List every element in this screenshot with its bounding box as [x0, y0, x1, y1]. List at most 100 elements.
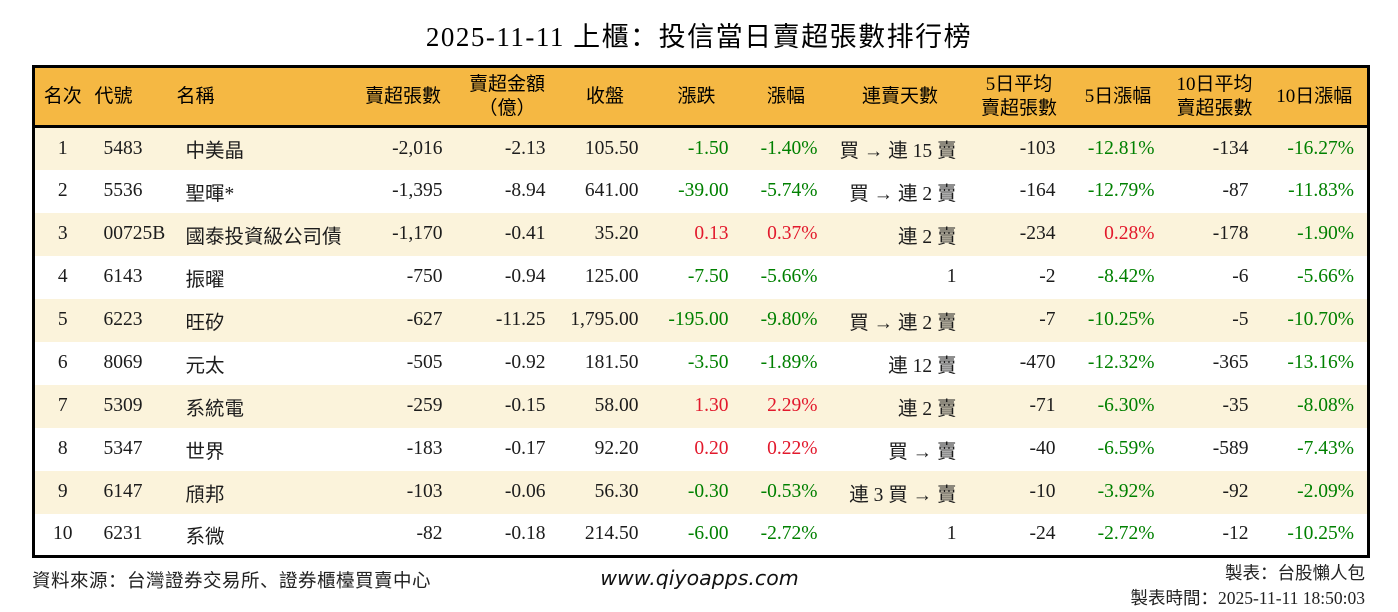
- cell-avg10_net_sell: -589: [1167, 427, 1262, 471]
- cell-net_sell_amount_100m: -2.13: [455, 126, 559, 170]
- table-row: 8 5347 世界 -183 -0.17 92.20 0.20 0.22% 買 → 賣 -40 -6…: [33, 427, 1369, 471]
- cell-change_pct: -1.40%: [741, 126, 831, 170]
- table-row: 10 6231 系微 -82 -0.18 214.50 -6.00 -2.72% 1 -24 -2.…: [33, 513, 1369, 557]
- cell-change_pct: -0.53%: [741, 470, 831, 514]
- cell-net_sell_volume: -505: [350, 341, 456, 385]
- cell-net_sell_amount_100m: -0.15: [455, 384, 559, 428]
- cell-rank: 10: [33, 513, 91, 557]
- credit-maker: 製表：台股懶人包: [1225, 563, 1365, 583]
- cell-avg10_net_sell: -35: [1167, 384, 1262, 428]
- cell-avg10_net_sell: -178: [1167, 212, 1262, 256]
- cell-net_sell_amount_100m: -0.06: [455, 470, 559, 514]
- cell-change: -7.50: [651, 255, 742, 299]
- cell-avg10_net_sell: -12: [1167, 513, 1262, 557]
- col-header-net_sell_volume: 賣超張數: [350, 66, 456, 128]
- credit-time: 製表時間：2025-11-11 18:50:03: [1130, 588, 1365, 608]
- table-header: 名次 代號 名稱 賣超張數 賣超金額 （億） 收盤 漲跌 漲幅 連賣天數 5日平均 賣超張數 5日漲…: [33, 66, 1369, 128]
- footer: 資料來源：台灣證券交易所、證券櫃檯買賣中心 www.qiyoapps.com 製…: [32, 561, 1367, 611]
- cell-net_sell_volume: -750: [350, 255, 456, 299]
- ranking-table: 名次 代號 名稱 賣超張數 賣超金額 （億） 收盤 漲跌 漲幅 連賣天數 5日平均 賣超張數 5日漲…: [32, 65, 1370, 558]
- cell-code: 5536: [90, 169, 173, 213]
- col-header-close: 收盤: [558, 66, 652, 128]
- cell-name: 系統電: [172, 384, 351, 428]
- cell-net_sell_amount_100m: -0.41: [455, 212, 559, 256]
- cell-change_pct: -1.89%: [741, 341, 831, 385]
- cell-rank: 2: [33, 169, 91, 213]
- cell-pct10: -10.25%: [1261, 513, 1369, 557]
- cell-close: 125.00: [558, 255, 652, 299]
- cell-rank: 6: [33, 341, 91, 385]
- cell-change_pct: -5.66%: [741, 255, 831, 299]
- cell-pct10: -5.66%: [1261, 255, 1369, 299]
- cell-close: 92.20: [558, 427, 652, 471]
- cell-pct5: -12.32%: [1068, 341, 1168, 385]
- cell-change: -3.50: [651, 341, 742, 385]
- cell-avg5_net_sell: -470: [969, 341, 1069, 385]
- cell-change_pct: -9.80%: [741, 298, 831, 342]
- cell-change: 0.20: [651, 427, 742, 471]
- cell-pct5: 0.28%: [1068, 212, 1168, 256]
- cell-net_sell_amount_100m: -0.92: [455, 341, 559, 385]
- table-row: 7 5309 系統電 -259 -0.15 58.00 1.30 2.29% 連 2 賣 -71-…: [33, 384, 1369, 428]
- cell-avg5_net_sell: -24: [969, 513, 1069, 557]
- col-header-change_pct: 漲幅: [741, 66, 831, 128]
- cell-pct5: -12.81%: [1068, 126, 1168, 170]
- credit-block: 製表：台股懶人包 製表時間：2025-11-11 18:50:03: [1131, 561, 1365, 611]
- cell-name: 旺矽: [172, 298, 351, 342]
- cell-rank: 5: [33, 298, 91, 342]
- cell-close: 181.50: [558, 341, 652, 385]
- cell-avg10_net_sell: -6: [1167, 255, 1262, 299]
- cell-name: 頎邦: [172, 470, 351, 514]
- cell-pct5: -10.25%: [1068, 298, 1168, 342]
- cell-change: 1.30: [651, 384, 742, 428]
- cell-close: 641.00: [558, 169, 652, 213]
- cell-avg5_net_sell: -234: [969, 212, 1069, 256]
- col-header-net_sell_amount_100m: 賣超金額 （億）: [455, 66, 559, 128]
- col-header-name: 名稱: [172, 66, 351, 128]
- cell-avg10_net_sell: -5: [1167, 298, 1262, 342]
- cell-change: -195.00: [651, 298, 742, 342]
- cell-net_sell_volume: -82: [350, 513, 456, 557]
- cell-name: 元太: [172, 341, 351, 385]
- cell-change_pct: 2.29%: [741, 384, 831, 428]
- cell-streak: 1: [830, 513, 970, 557]
- cell-pct10: -7.43%: [1261, 427, 1369, 471]
- cell-avg10_net_sell: -134: [1167, 126, 1262, 170]
- cell-net_sell_volume: -103: [350, 470, 456, 514]
- cell-pct10: -2.09%: [1261, 470, 1369, 514]
- cell-rank: 3: [33, 212, 91, 256]
- cell-close: 1,795.00: [558, 298, 652, 342]
- cell-name: 中美晶: [172, 126, 351, 170]
- table-row: 9 6147 頎邦 -103 -0.06 56.30 -0.30 -0.53% 連 3 買 → …: [33, 470, 1369, 514]
- cell-code: 6143: [90, 255, 173, 299]
- cell-streak: 連 2 賣: [830, 384, 970, 428]
- cell-code: 5347: [90, 427, 173, 471]
- cell-close: 35.20: [558, 212, 652, 256]
- cell-net_sell_volume: -1,170: [350, 212, 456, 256]
- cell-streak: 1: [830, 255, 970, 299]
- col-header-streak: 連賣天數: [830, 66, 970, 128]
- cell-name: 聖暉*: [172, 169, 351, 213]
- table-row: 1 5483 中美晶 -2,016 -2.13 105.50 -1.50 -1.40% 買 → …: [33, 126, 1369, 170]
- cell-net_sell_amount_100m: -11.25: [455, 298, 559, 342]
- cell-pct5: -12.79%: [1068, 169, 1168, 213]
- cell-change: -1.50: [651, 126, 742, 170]
- cell-net_sell_volume: -627: [350, 298, 456, 342]
- cell-pct10: -13.16%: [1261, 341, 1369, 385]
- table-row: 2 5536 聖暉* -1,395 -8.94 641.00 -39.00 -5.74% 買 →…: [33, 169, 1369, 213]
- col-header-code: 代號: [90, 66, 173, 128]
- cell-net_sell_amount_100m: -0.17: [455, 427, 559, 471]
- data-source-note: 資料來源：台灣證券交易所、證券櫃檯買賣中心: [32, 572, 432, 592]
- table-row: 3 00725B 國泰投資級公司債 -1,170 -0.41 35.20 0.13 0.37%…: [33, 212, 1369, 256]
- cell-pct10: -11.83%: [1261, 169, 1369, 213]
- cell-code: 00725B: [90, 212, 173, 256]
- cell-avg10_net_sell: -365: [1167, 341, 1262, 385]
- cell-streak: 連 12 賣: [830, 341, 970, 385]
- cell-rank: 4: [33, 255, 91, 299]
- page-title: 2025-11-11 上櫃：投信當日賣超張數排行榜: [425, 22, 973, 52]
- cell-name: 國泰投資級公司債: [172, 212, 351, 256]
- cell-avg5_net_sell: -103: [969, 126, 1069, 170]
- cell-name: 振曜: [172, 255, 351, 299]
- col-header-avg10_net_sell: 10日平均 賣超張數: [1167, 66, 1262, 128]
- cell-avg10_net_sell: -92: [1167, 470, 1262, 514]
